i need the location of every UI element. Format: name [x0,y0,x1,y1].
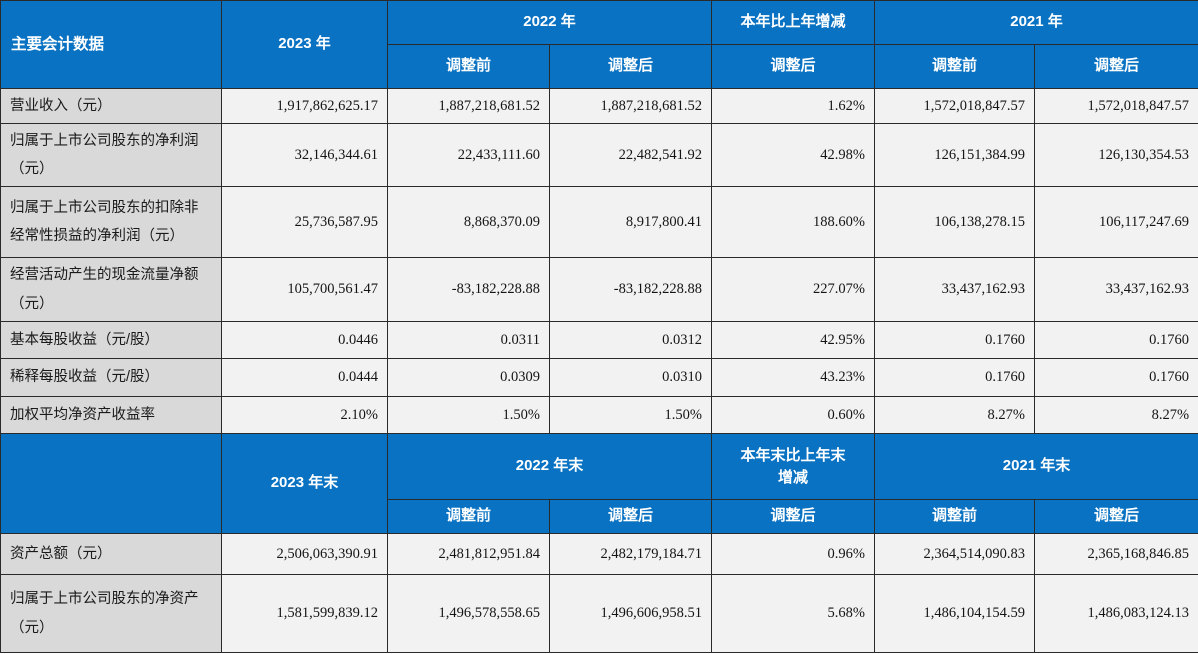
cell-value: 8,917,800.41 [548,186,713,258]
cell-value: 0.1760 [874,321,1036,359]
cell-value: 106,138,278.15 [874,186,1036,258]
row-label: 基本每股收益（元/股） [0,321,222,359]
subheader-2022-end-before-adjust: 调整前 [387,499,550,534]
subheader-2021-end-after-adjust: 调整后 [1034,499,1198,534]
subheader-2021-before-adjust: 调整前 [874,44,1036,89]
cell-value: 0.0444 [221,358,388,397]
cell-value: 0.0311 [387,321,550,359]
cell-value: 0.1760 [1034,358,1198,397]
cell-value: 8,868,370.09 [387,186,550,258]
subheader-2022-after-adjust: 调整后 [548,44,713,89]
row-label: 经营活动产生的现金流量净额（元） [0,257,222,322]
col-header-2021: 2021 年 [874,0,1198,45]
col-header-2021-end: 2021 年末 [874,433,1198,500]
cell-value: 1.50% [387,396,550,434]
cell-value: 43.23% [711,358,876,397]
table-row: 基本每股收益（元/股） 0.0446 0.0311 0.0312 42.95% … [0,321,1198,359]
cell-value: 1,496,578,558.65 [387,574,550,653]
cell-value: 1,887,218,681.52 [387,88,550,124]
row-label: 归属于上市公司股东的净利润（元） [0,123,222,187]
subheader-change-after-adjust: 调整后 [711,44,876,89]
cell-value: 2,506,063,390.91 [221,533,388,575]
cell-value: -83,182,228.88 [548,257,713,322]
row-label: 归属于上市公司股东的净资产（元） [0,574,222,653]
col-header-2022: 2022 年 [386,0,713,45]
cell-value: 1,486,083,124.13 [1034,574,1198,653]
cell-value: 0.1760 [1034,321,1198,359]
row-label: 加权平均净资产收益率 [0,396,222,434]
cell-value: 1.62% [711,88,876,124]
cell-value: 22,482,541.92 [548,123,713,187]
col-header-2022-end: 2022 年末 [386,433,713,500]
cell-value: 8.27% [874,396,1036,434]
cell-value: 0.0310 [548,358,713,397]
cell-value: 1,572,018,847.57 [1034,88,1198,124]
row-label: 资产总额（元） [0,533,222,575]
col-header-2023: 2023 年 [221,0,388,89]
cell-value: 126,130,354.53 [1034,123,1198,187]
col-header-yoy-end-change: 本年末比上年末增减 [711,433,876,500]
cell-value: 32,146,344.61 [221,123,388,187]
cell-value: 105,700,561.47 [221,257,388,322]
table-row: 营业收入（元） 1,917,862,625.17 1,887,218,681.5… [0,88,1198,124]
table-row: 经营活动产生的现金流量净额（元） 105,700,561.47 -83,182,… [0,257,1198,322]
subheader-end-change-after-adjust: 调整后 [711,499,876,534]
col-header-2023-end: 2023 年末 [221,433,388,534]
cell-value: 8.27% [1034,396,1198,434]
cell-value: 33,437,162.93 [874,257,1036,322]
subheader-2021-after-adjust: 调整后 [1034,44,1198,89]
cell-value: 1,572,018,847.57 [874,88,1036,124]
cell-value: 2.10% [221,396,388,434]
cell-value: 188.60% [711,186,876,258]
cell-value: -83,182,228.88 [387,257,550,322]
cell-value: 1,581,599,839.12 [221,574,388,653]
cell-value: 2,482,179,184.71 [548,533,713,575]
cell-value: 42.95% [711,321,876,359]
cell-value: 106,117,247.69 [1034,186,1198,258]
cell-value: 25,736,587.95 [221,186,388,258]
table-row: 稀释每股收益（元/股） 0.0444 0.0309 0.0310 43.23% … [0,358,1198,397]
table-row: 归属于上市公司股东的扣除非经常性损益的净利润（元） 25,736,587.95 … [0,186,1198,258]
cell-value: 0.1760 [874,358,1036,397]
cell-value: 22,433,111.60 [387,123,550,187]
cell-value: 1,496,606,958.51 [548,574,713,653]
section2-corner-blank [0,433,222,534]
subheader-2022-end-after-adjust: 调整后 [548,499,713,534]
row-label: 归属于上市公司股东的扣除非经常性损益的净利润（元） [0,186,222,258]
cell-value: 0.60% [711,396,876,434]
cell-value: 0.0446 [221,321,388,359]
table-row: 归属于上市公司股东的净利润（元） 32,146,344.61 22,433,11… [0,123,1198,187]
cell-value: 5.68% [711,574,876,653]
cell-value: 2,364,514,090.83 [874,533,1036,575]
cell-value: 1.50% [548,396,713,434]
cell-value: 1,887,218,681.52 [548,88,713,124]
row-label: 营业收入（元） [0,88,222,124]
cell-value: 126,151,384.99 [874,123,1036,187]
col-header-yoy-change: 本年比上年增减 [711,0,876,45]
cell-value: 2,365,168,846.85 [1034,533,1198,575]
cell-value: 0.0312 [548,321,713,359]
cell-value: 0.96% [711,533,876,575]
table-row: 加权平均净资产收益率 2.10% 1.50% 1.50% 0.60% 8.27%… [0,396,1198,434]
subheader-2022-before-adjust: 调整前 [387,44,550,89]
cell-value: 1,917,862,625.17 [221,88,388,124]
subheader-2021-end-before-adjust: 调整前 [874,499,1036,534]
cell-value: 33,437,162.93 [1034,257,1198,322]
cell-value: 0.0309 [387,358,550,397]
table-title: 主要会计数据 [0,0,222,89]
table-row: 归属于上市公司股东的净资产（元） 1,581,599,839.12 1,496,… [0,574,1198,653]
cell-value: 2,481,812,951.84 [387,533,550,575]
row-label: 稀释每股收益（元/股） [0,358,222,397]
cell-value: 42.98% [711,123,876,187]
table-row: 资产总额（元） 2,506,063,390.91 2,481,812,951.8… [0,533,1198,575]
cell-value: 1,486,104,154.59 [874,574,1036,653]
cell-value: 227.07% [711,257,876,322]
